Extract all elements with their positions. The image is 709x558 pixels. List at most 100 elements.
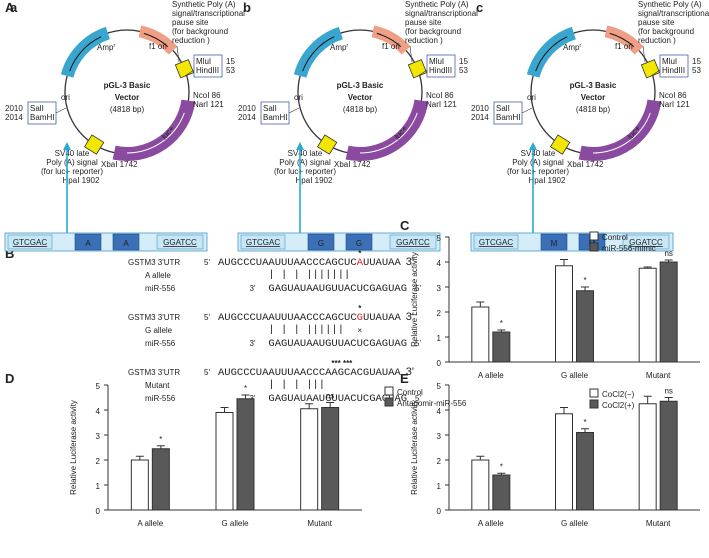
mir-label: miR-556 xyxy=(145,284,176,293)
mir-label: miR-556 xyxy=(145,339,176,348)
site-position: 15 xyxy=(459,57,468,66)
f1-arrow xyxy=(143,32,169,48)
site-position: 53 xyxy=(692,66,701,75)
sv40-text: SV40 late xyxy=(521,149,556,158)
y-tick-label: 1 xyxy=(437,482,442,491)
base-pairing: | | | ||| xyxy=(268,379,325,391)
construct xyxy=(237,232,441,252)
legend-label: miR-556-mimic xyxy=(602,244,656,253)
pause-site-text: pause site xyxy=(172,18,209,27)
luc-arrow xyxy=(126,112,185,154)
site-name: HindIII xyxy=(196,66,219,75)
insert-allele: G xyxy=(356,239,362,248)
sv40-text: Poly (A) signal xyxy=(512,158,564,167)
site-sequence: GTCGAC xyxy=(13,238,47,247)
panel-label: C xyxy=(400,218,410,233)
significance: * xyxy=(500,319,503,328)
y-tick-label: 4 xyxy=(437,259,442,268)
site-position: 15 xyxy=(692,57,701,66)
leader-line xyxy=(288,107,300,114)
leader-line xyxy=(409,45,413,63)
x-tick-label: G allele xyxy=(221,519,249,528)
leader-line xyxy=(417,69,428,77)
y-tick-label: 4 xyxy=(96,407,101,416)
end-label: 5' xyxy=(415,394,421,403)
site-label: HpaI 1902 xyxy=(529,176,566,185)
allele-label: G allele xyxy=(145,326,173,335)
site-name: MluI xyxy=(196,57,211,66)
bar xyxy=(659,400,678,511)
insert-arrowhead xyxy=(529,142,537,150)
amp-sup: r xyxy=(346,43,348,49)
f1-arrow xyxy=(609,32,635,48)
legend-label: Antagomir-miR-556 xyxy=(397,399,467,408)
site-name: SalI xyxy=(263,104,277,113)
insert-allele: M xyxy=(551,239,558,248)
seq: UUAUAA xyxy=(363,312,402,324)
legend-swatch xyxy=(589,242,599,252)
subpanel-label: a xyxy=(10,0,18,15)
vector-title: Vector xyxy=(581,93,605,102)
bar xyxy=(492,474,511,511)
bar xyxy=(576,432,594,511)
legend-swatch xyxy=(589,388,599,398)
subpanel-label: c xyxy=(476,0,483,15)
f1-ori xyxy=(371,25,411,55)
end-label: 5' xyxy=(204,368,210,377)
construct xyxy=(470,232,674,252)
amp-label: Ampr xyxy=(97,43,115,52)
site-label: NcoI 86 xyxy=(659,91,687,100)
seq: AUGCCCUAAUUUAACCCAGCUC xyxy=(218,257,357,269)
site-label: HpaI 1902 xyxy=(63,176,100,185)
vector-size: (4818 bp) xyxy=(110,105,145,114)
utr-sequence: AUGCCCUAAUUUAACCCAGCUCGUUAUAA 3' xyxy=(218,311,414,324)
utr-label: GSTM3 3'UTR xyxy=(128,313,180,322)
site-label: NcoI 86 xyxy=(193,91,221,100)
site-label: XbaI 1742 xyxy=(101,160,138,169)
f1-label: f1 ori xyxy=(149,42,167,51)
base-pairing: | | | ||||||| xyxy=(268,269,350,281)
pause-site-text: (for background xyxy=(638,27,694,36)
luc-arrow xyxy=(359,112,418,154)
bar xyxy=(638,267,657,363)
legend-label: Control xyxy=(397,388,423,397)
significance: * xyxy=(500,462,503,471)
x-tick-label: A allele xyxy=(478,519,504,528)
subpanel-label: b xyxy=(243,0,251,15)
bar xyxy=(151,448,170,511)
site-position: 15 xyxy=(226,57,235,66)
y-tick-label: 2 xyxy=(437,309,442,318)
panel-label: E xyxy=(400,371,409,386)
site-position: 53 xyxy=(226,66,235,75)
legend-swatch xyxy=(384,386,394,396)
bar xyxy=(555,265,573,363)
variant-mark: * xyxy=(358,304,362,313)
site-name: BamHI xyxy=(263,113,287,122)
significance: * xyxy=(583,418,586,427)
y-tick-label: 1 xyxy=(96,482,101,491)
mir-sequence: GAGUAUAAUGUUACUCGAGUAG xyxy=(268,283,407,295)
y-tick-label: 4 xyxy=(437,407,442,416)
site-name: BamHI xyxy=(496,113,520,122)
f1-ori xyxy=(604,25,644,55)
site-position: 2010 xyxy=(471,104,489,113)
sv40-text: Poly (A) signal xyxy=(279,158,331,167)
site-sequence: GTCGAC xyxy=(479,238,513,247)
y-tick-label: 0 xyxy=(96,507,101,516)
bar xyxy=(659,261,678,363)
y-axis-label: Relative Luciferase activity xyxy=(69,400,78,495)
x-tick-label: Mutant xyxy=(646,519,671,528)
insert-allele: A xyxy=(123,239,129,248)
leader-line xyxy=(521,107,533,114)
polya-site xyxy=(316,134,338,155)
pause-site-text: Synthetic Poly (A) xyxy=(405,0,469,9)
y-tick-label: 5 xyxy=(437,234,442,243)
legend-swatch xyxy=(589,231,599,241)
x-tick-label: G allele xyxy=(561,519,589,528)
pause-site-text: reduction ) xyxy=(172,36,210,45)
mir-sequence: GAGUAUAAUGUUACUCGAGUAG xyxy=(268,393,407,405)
amp-arrow xyxy=(69,36,102,72)
x-tick-label: A allele xyxy=(137,519,163,528)
end-label: 5' xyxy=(415,284,421,293)
